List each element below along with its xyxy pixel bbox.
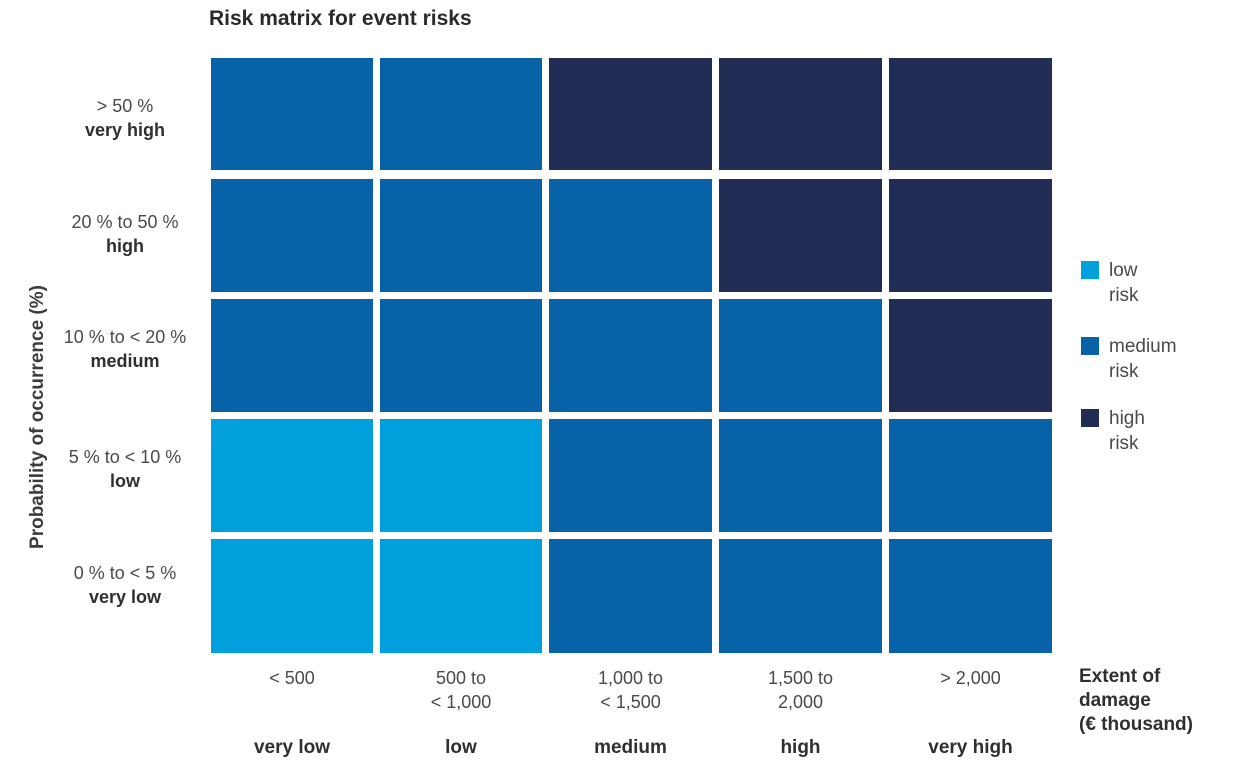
row-category-label: very low bbox=[50, 585, 200, 609]
legend-swatch bbox=[1081, 409, 1099, 427]
matrix-cell bbox=[380, 179, 542, 292]
legend-label: high risk bbox=[1109, 406, 1229, 456]
row-range-label: 20 % to 50 % bbox=[50, 210, 200, 234]
row-category-label: medium bbox=[50, 349, 200, 373]
x-axis-title-line: Extent of bbox=[1079, 665, 1239, 689]
matrix-cell bbox=[211, 419, 373, 532]
column-range-line: 1,500 to bbox=[719, 666, 882, 690]
matrix-cell bbox=[889, 58, 1052, 170]
column-category-label: low bbox=[380, 737, 542, 759]
row-range-label: 0 % to < 5 % bbox=[50, 561, 200, 585]
row-range-label: 10 % to < 20 % bbox=[50, 325, 200, 349]
column-range-line: < 1,500 bbox=[549, 690, 712, 714]
chart-title: Risk matrix for event risks bbox=[209, 7, 472, 31]
matrix-cell bbox=[719, 539, 882, 653]
row-range-label: 5 % to < 10 % bbox=[50, 445, 200, 469]
column-range-line: > 2,000 bbox=[889, 666, 1052, 690]
matrix-cell bbox=[719, 299, 882, 412]
x-axis-title-line: (€ thousand) bbox=[1079, 713, 1239, 737]
column-range-line: < 1,000 bbox=[380, 690, 542, 714]
legend-label: medium risk bbox=[1109, 334, 1229, 384]
row-label: 20 % to 50 % high bbox=[50, 210, 200, 258]
matrix-cell bbox=[549, 539, 712, 653]
row-category-label: low bbox=[50, 469, 200, 493]
matrix-cell bbox=[889, 179, 1052, 292]
x-axis-title-line: damage bbox=[1079, 689, 1239, 713]
column-category-label: high bbox=[719, 737, 882, 759]
matrix-cell bbox=[380, 419, 542, 532]
matrix-cell bbox=[380, 299, 542, 412]
column-category-label: medium bbox=[549, 737, 712, 759]
row-label: 10 % to < 20 % medium bbox=[50, 325, 200, 373]
matrix-cell bbox=[889, 419, 1052, 532]
column-range-line: 2,000 bbox=[719, 690, 882, 714]
row-category-label: very high bbox=[50, 118, 200, 142]
column-range-line: 1,000 to bbox=[549, 666, 712, 690]
matrix-cell bbox=[889, 299, 1052, 412]
matrix-cell bbox=[211, 299, 373, 412]
matrix-cell bbox=[889, 539, 1052, 653]
matrix-cell bbox=[549, 58, 712, 170]
legend-swatch bbox=[1081, 337, 1099, 355]
column-category-label: very low bbox=[211, 737, 373, 759]
column-range-line: < 500 bbox=[211, 666, 373, 690]
matrix-cell bbox=[549, 419, 712, 532]
y-axis-title: Probability of occurrence (%) bbox=[27, 285, 49, 549]
column-range-label: > 2,000 bbox=[889, 666, 1052, 690]
matrix-cell bbox=[549, 179, 712, 292]
column-range-label: < 500 bbox=[211, 666, 373, 690]
row-label: 0 % to < 5 % very low bbox=[50, 561, 200, 609]
matrix-cell bbox=[380, 58, 542, 170]
matrix-cell bbox=[719, 419, 882, 532]
matrix-cell bbox=[211, 539, 373, 653]
row-label: > 50 % very high bbox=[50, 94, 200, 142]
column-range-label: 1,500 to 2,000 bbox=[719, 666, 882, 714]
column-range-line: 500 to bbox=[380, 666, 542, 690]
matrix-cell bbox=[211, 58, 373, 170]
matrix-cell bbox=[719, 179, 882, 292]
column-category-label: very high bbox=[889, 737, 1052, 759]
row-range-label: > 50 % bbox=[50, 94, 200, 118]
row-category-label: high bbox=[50, 234, 200, 258]
row-label: 5 % to < 10 % low bbox=[50, 445, 200, 493]
matrix-cell bbox=[549, 299, 712, 412]
legend-label: low risk bbox=[1109, 258, 1229, 308]
matrix-cell bbox=[380, 539, 542, 653]
matrix-cell bbox=[211, 179, 373, 292]
matrix-cell bbox=[719, 58, 882, 170]
column-range-label: 500 to < 1,000 bbox=[380, 666, 542, 714]
column-range-label: 1,000 to < 1,500 bbox=[549, 666, 712, 714]
x-axis-title: Extent of damage (€ thousand) bbox=[1079, 665, 1239, 737]
legend-swatch bbox=[1081, 261, 1099, 279]
